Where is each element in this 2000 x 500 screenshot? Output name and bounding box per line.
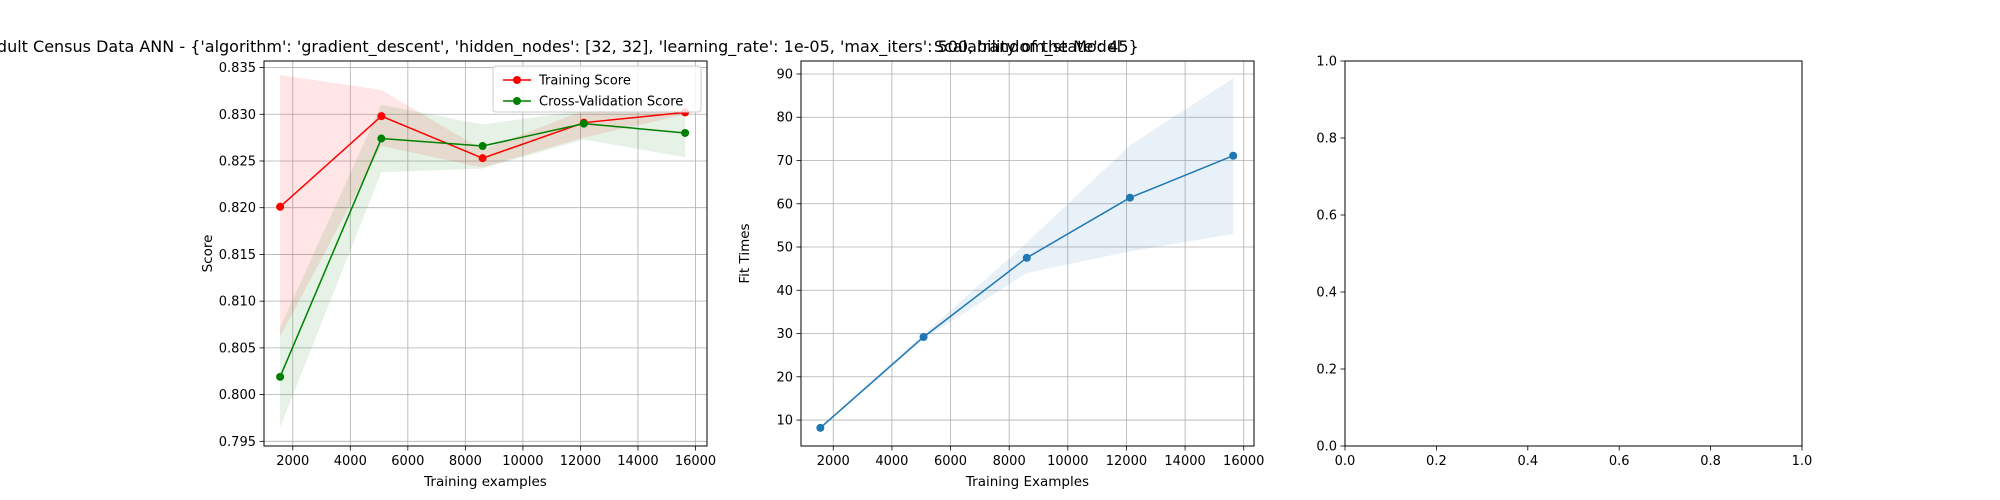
- legend-box: [492, 65, 702, 113]
- y-tick-label: 0.8: [1316, 132, 1337, 147]
- y-tick-label: 70: [776, 154, 793, 169]
- x-tick-label: 6000: [391, 454, 424, 469]
- data-point: [478, 154, 487, 163]
- confidence-band-2: [280, 104, 686, 428]
- x-tick-label: 8000: [449, 454, 482, 469]
- chart-3: 0.0 0.2 0.4 0.6 0.8 1.0 0.0 0.2 0.4 0.6 0.8 1.0: [1316, 55, 1812, 470]
- y-tick-label: 0.815: [219, 248, 256, 263]
- data-point: [681, 128, 690, 137]
- y-tick-label: 90: [776, 67, 793, 82]
- data-point: [377, 134, 386, 143]
- data-point: [1229, 151, 1238, 160]
- x-tick-label: 6000: [934, 454, 967, 469]
- legend-label: Training Score: [538, 74, 631, 89]
- data-point: [1022, 253, 1031, 262]
- x-tick-label: 12000: [1106, 454, 1147, 469]
- x-tick-label: 10000: [1047, 454, 1088, 469]
- y-tick-label: 0.810: [219, 295, 256, 310]
- y-tick-label: 0.825: [219, 154, 256, 169]
- x-tick-label: 4000: [334, 454, 367, 469]
- y-tick-label: 0.830: [219, 108, 256, 123]
- x-axis-label: Training examples: [423, 474, 547, 490]
- axes-frame: [800, 60, 1255, 447]
- y-tick-label: 50: [776, 241, 793, 256]
- y-tick-label: 0.820: [219, 201, 256, 216]
- y-tick-label: 0.6: [1316, 209, 1337, 224]
- y-axis-label: Fit Times: [737, 223, 753, 283]
- x-tick-label: 0.4: [1517, 454, 1538, 469]
- y-tick-label: 0.795: [219, 435, 256, 450]
- x-tick-label: 2000: [276, 454, 309, 469]
- x-tick-label: 0.2: [1426, 454, 1447, 469]
- y-tick-label: 10: [776, 414, 793, 429]
- x-tick-label: 0.0: [1335, 454, 1356, 469]
- y-tick-label: 20: [776, 370, 793, 385]
- y-tick-label: 0.800: [219, 388, 256, 403]
- data-point: [579, 119, 588, 128]
- legend-marker: [513, 76, 521, 84]
- x-tick-label: 16000: [675, 454, 716, 469]
- chart-title: Learning Curve for Adult Census Data ANN…: [0, 37, 1139, 57]
- y-tick-label: 1.0: [1316, 55, 1337, 70]
- y-tick-label: 0.4: [1316, 286, 1337, 301]
- data-point: [919, 332, 928, 341]
- y-tick-label: 60: [776, 197, 793, 212]
- legend-label: Cross-Validation Score: [539, 95, 683, 110]
- axes-frame: [1344, 60, 1803, 447]
- y-tick-label: 40: [776, 284, 793, 299]
- x-tick-label: 10000: [502, 454, 543, 469]
- x-tick-label: 14000: [1164, 454, 1205, 469]
- y-tick-label: 80: [776, 111, 793, 126]
- y-tick-label: 30: [776, 327, 793, 342]
- data-point: [478, 142, 487, 151]
- x-tick-label: 14000: [617, 454, 658, 469]
- y-tick-label: 0.835: [219, 61, 256, 76]
- chart-1: 2000 4000 6000 8000 10000 12000 14000 16000 0.79…: [0, 37, 1139, 490]
- y-axis-label: Score: [200, 235, 216, 273]
- data-point: [1125, 193, 1134, 202]
- x-tick-label: 2000: [817, 454, 850, 469]
- x-tick-label: 4000: [875, 454, 908, 469]
- x-tick-label: 1.0: [1792, 454, 1813, 469]
- x-tick-label: 0.8: [1700, 454, 1721, 469]
- data-point: [276, 202, 285, 211]
- y-tick-label: 0.805: [219, 341, 256, 356]
- chart-title: Scalability of the Model: [934, 37, 1121, 56]
- data-point: [276, 372, 285, 381]
- x-tick-label: 8000: [993, 454, 1026, 469]
- data-point: [816, 423, 825, 432]
- chart-2: 2000 4000 6000 8000 10000 12000 14000 16000 10 20…: [737, 37, 1264, 490]
- legend-marker: [513, 97, 521, 105]
- legend: Training Score Cross-Validation Score: [492, 65, 702, 113]
- x-tick-label: 0.6: [1609, 454, 1630, 469]
- data-point: [377, 112, 386, 121]
- y-tick-label: 0.0: [1316, 440, 1337, 455]
- x-tick-label: 16000: [1223, 454, 1264, 469]
- x-axis-label: Training Examples: [965, 474, 1089, 490]
- axes-frame: [263, 60, 708, 447]
- x-tick-label: 12000: [560, 454, 601, 469]
- confidence-band-1: [820, 78, 1234, 430]
- y-tick-label: 0.2: [1316, 363, 1337, 378]
